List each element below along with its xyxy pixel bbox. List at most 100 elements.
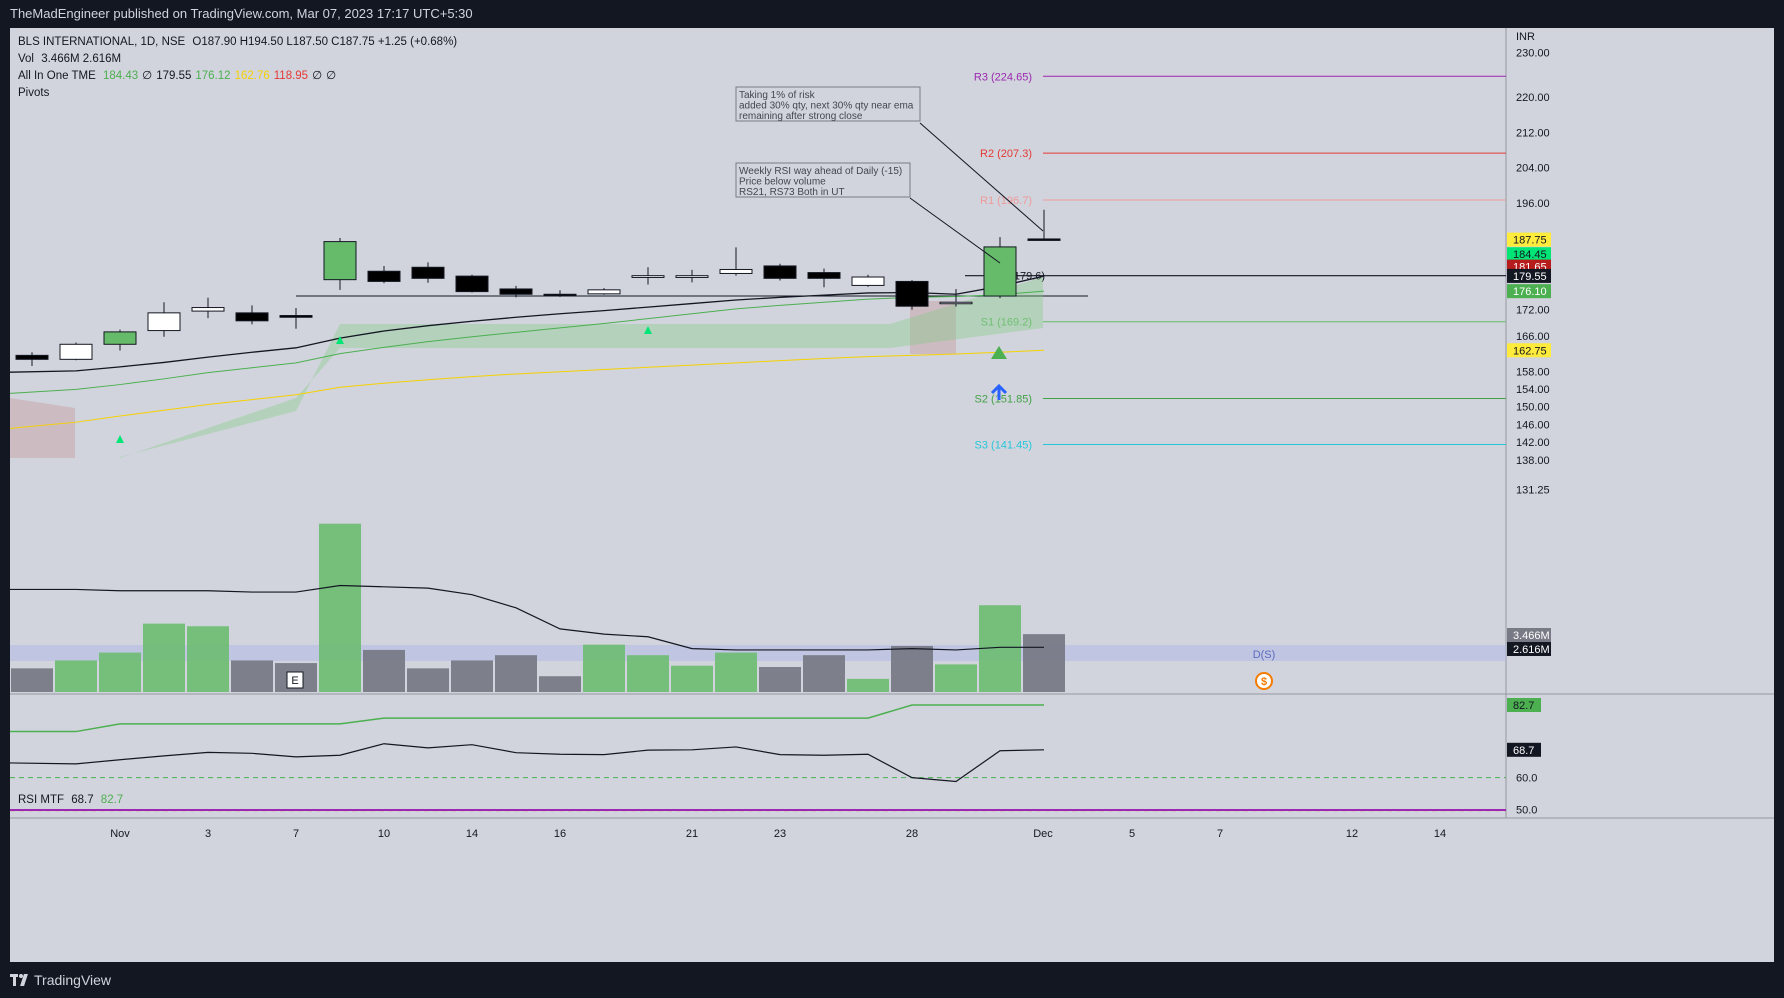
volume-bar [891, 645, 933, 692]
indicator-value: 162.76 [234, 70, 270, 82]
price-tick-label: 158.00 [1516, 366, 1550, 378]
candle-body [411, 266, 445, 279]
volume-bar [319, 523, 361, 692]
tradingview-brand[interactable]: TradingView [10, 972, 111, 988]
annotation-pointer [909, 197, 1001, 264]
pivots-label[interactable]: Pivots [18, 87, 50, 99]
price-tick-label: 154.00 [1516, 384, 1550, 396]
price-badge-label: 179.55 [1513, 271, 1547, 283]
volume-bar [1023, 634, 1065, 692]
buy-signal-triangle [116, 435, 124, 443]
volume-bar [847, 678, 889, 692]
indicator-value: 184.43 [102, 70, 139, 82]
annotation-box [735, 162, 911, 198]
time-tick-label: Nov [110, 828, 130, 840]
volume-label[interactable]: Vol [18, 53, 34, 65]
candle-body [191, 307, 225, 312]
volume-bar [759, 667, 801, 692]
time-tick-label: 10 [378, 828, 390, 840]
pivot-label: S1 (169.2) [981, 317, 1032, 329]
candle-body [983, 246, 1017, 297]
volume-bar [55, 660, 97, 692]
price-tick-label: 150.00 [1516, 402, 1550, 414]
publisher-text: TheMadEngineer published on TradingView.… [10, 6, 473, 21]
time-tick-label: 7 [293, 828, 299, 840]
volume-values: 3.466M 2.616M [41, 53, 122, 65]
price-badge [1507, 343, 1551, 358]
rsi-badge-label: 68.7 [1513, 745, 1534, 757]
candle-body [367, 270, 401, 282]
volume-bar [495, 655, 537, 692]
volume-bar [143, 623, 185, 692]
rsi-badge [1507, 742, 1541, 757]
arrow-up-icon [990, 383, 1008, 400]
ema-black-line [9, 275, 1045, 373]
symbol-title[interactable]: BLS INTERNATIONAL, 1D, NSE [18, 36, 186, 48]
price-tick-label: 172.00 [1516, 304, 1550, 316]
indicator-value: ∅ [312, 70, 323, 82]
volume-bar [803, 655, 845, 692]
volume-bar [99, 652, 141, 692]
rsi-legend: RSI MTF 68.7 82.7 [18, 794, 127, 806]
rsi-tick-label: 50.0 [1516, 805, 1537, 817]
rsi-weekly-line [10, 704, 1044, 733]
ohlc-values: O187.90 H194.50 L187.50 C187.75 +1.25 (+… [192, 36, 458, 48]
pivot-label: S3 (141.45) [975, 440, 1032, 452]
indicator-label[interactable]: All In One TME [18, 70, 96, 82]
volume-bar [583, 644, 625, 692]
candle-body [543, 293, 577, 297]
price-badge [1507, 284, 1551, 299]
volume-bar [187, 626, 229, 692]
price-badge [1507, 268, 1551, 283]
time-tick-label: Dec [1033, 828, 1053, 840]
price-tick-label: 220.00 [1516, 92, 1550, 104]
candle-body [719, 268, 753, 274]
candle-body [675, 275, 709, 278]
time-tick-label: 28 [906, 828, 918, 840]
candle-body [455, 275, 489, 293]
rsi-label[interactable]: RSI MTF [18, 794, 64, 806]
candle-body [103, 331, 137, 345]
earnings-marker-label: E [291, 675, 298, 687]
earnings-marker [286, 671, 304, 689]
indicator-value: ∅ [326, 70, 337, 82]
volume-ma-line [10, 584, 1044, 651]
volume-badge-label: 3.466M [1513, 630, 1550, 642]
candle-body [851, 276, 885, 286]
rsi-value-weekly: 82.7 [100, 794, 124, 806]
price-badge-label: 187.75 [1513, 235, 1547, 247]
volume-badge [1507, 642, 1551, 656]
pivot-label: R1 (196.7) [980, 195, 1032, 207]
indicator-value: 176.12 [195, 70, 231, 82]
candle-body [59, 343, 93, 360]
buy-signal-triangle [644, 326, 652, 334]
volume-bar [231, 660, 273, 692]
candle-body [235, 312, 269, 322]
time-tick-label: 14 [1434, 828, 1446, 840]
bearish-cloud [910, 301, 956, 354]
volume-bar [451, 660, 493, 692]
price-tick-label: 196.00 [1516, 198, 1550, 210]
rsi-badge-label: 82.7 [1513, 700, 1534, 712]
rsi-daily-line [9, 743, 1045, 783]
chart-legend: BLS INTERNATIONAL, 1D, NSE O187.90 H194.… [18, 34, 461, 102]
time-tick-label: 12 [1346, 828, 1358, 840]
price-tick-label: 131.25 [1516, 485, 1550, 497]
price-chart[interactable]: R3 (224.65)R2 (207.3)R1 (196.7)P (179.6)… [9, 28, 1774, 962]
price-badge [1507, 232, 1551, 247]
chart-frame[interactable]: R3 (224.65) R2 (207.3) R1 (196.7) P (179.6)… [9, 28, 1774, 962]
publish-header: TheMadEngineer published on TradingView.… [0, 0, 1784, 28]
volume-badge-label: 2.616M [1513, 644, 1550, 656]
price-tick-label: 142.00 [1516, 437, 1550, 449]
dividend-icon [1255, 672, 1273, 690]
volume-bar [539, 676, 581, 692]
annotation-text: Taking 1% of risk [739, 90, 816, 101]
volume-badge [1507, 628, 1551, 642]
time-tick-label: 23 [774, 828, 786, 840]
legend-pivots-row: Pivots [18, 85, 461, 102]
candle-body [631, 275, 665, 278]
indicator-value: ∅ [142, 70, 153, 82]
tradingview-brand-label: TradingView [34, 972, 112, 988]
candle-body [939, 301, 973, 305]
annotation-text: added 30% qty, next 30% qty near ema [739, 101, 914, 112]
